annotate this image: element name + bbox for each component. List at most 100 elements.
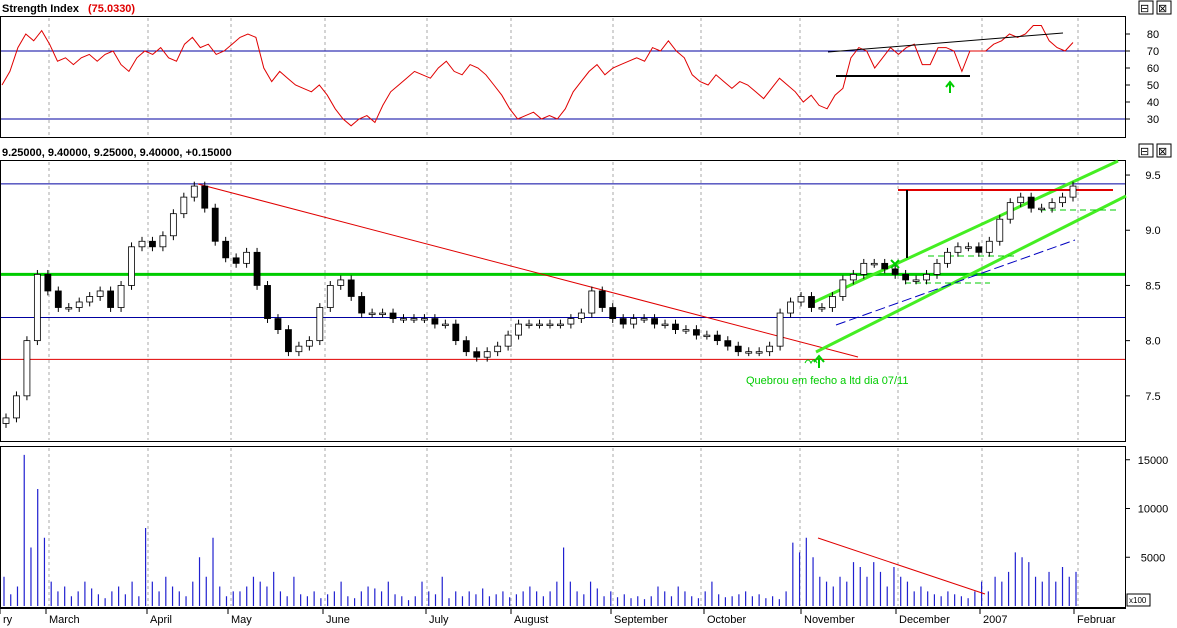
candle-body (285, 329, 292, 353)
rsi-line (1, 25, 1074, 127)
candle-body (431, 318, 439, 325)
candle-body (379, 312, 386, 315)
candle-body (86, 296, 94, 303)
candle-body (975, 246, 983, 253)
candle-body (588, 290, 596, 314)
candle-body (211, 207, 219, 242)
candle-body (661, 323, 669, 326)
candle-body (96, 290, 104, 297)
price-tick-label: 7.5 (1145, 391, 1160, 403)
x-tick-label: September (614, 614, 668, 626)
candle-body (1006, 202, 1014, 220)
candle-body (305, 340, 313, 347)
rsi-tick-label: 30 (1147, 114, 1159, 126)
candle-body (881, 262, 889, 270)
candle-body (745, 351, 753, 354)
x-tick-label: August (514, 614, 548, 626)
rsi-tick-label: 60 (1147, 63, 1159, 75)
rsi-annotations (827, 32, 1064, 93)
candle-body (755, 351, 763, 354)
candle-body (44, 273, 52, 292)
price-panel: Quebrou em fecho a ltd dia 07/11 7.5 8.0 8… (0, 147, 1161, 442)
rsi-tick-label: 70 (1147, 46, 1159, 58)
price-tick-label: 9.5 (1145, 170, 1160, 182)
candle-body (1027, 196, 1035, 209)
rsi-close-button[interactable] (1156, 0, 1172, 15)
candle-body (546, 323, 554, 326)
x-tick-label: November (804, 614, 855, 626)
candle-body (567, 318, 575, 325)
candle-body (525, 323, 533, 326)
candle-body (452, 323, 460, 342)
rsi-controls: ⊟ ⊠ (1138, 0, 1172, 15)
rsi-levels (1, 50, 1125, 120)
candle-body (13, 395, 20, 419)
signal-mark-icon (804, 359, 818, 365)
candle-body (347, 279, 355, 297)
candle-body (964, 246, 972, 249)
candle-body (169, 213, 177, 237)
price-minimize-button[interactable] (1138, 143, 1154, 158)
candle-body (619, 318, 627, 325)
candle-body (902, 273, 910, 281)
candle-body (473, 351, 481, 358)
candle-body (75, 301, 83, 308)
candle-body (766, 345, 774, 353)
price-tick-label: 9.0 (1145, 225, 1160, 237)
volume-unit: x100 (1129, 596, 1147, 605)
rsi-arrow-up-icon (945, 80, 955, 93)
candle-body (557, 323, 564, 326)
candle-body (776, 312, 784, 347)
candle-body (912, 279, 920, 282)
candle-body (159, 235, 167, 248)
candle-body (713, 334, 721, 342)
candle-body (54, 290, 62, 308)
x-tick-label: July (429, 614, 449, 626)
x-tick-label: ry (3, 614, 13, 626)
price-trendlines (197, 159, 1127, 358)
candle-body (1069, 185, 1077, 198)
x-tick-label: October (707, 614, 746, 626)
candle-body (441, 323, 449, 326)
x-tick-label: December (899, 614, 950, 626)
x-tick-label: Februar (1077, 614, 1116, 626)
x-tick-label: April (150, 614, 172, 626)
candle-body (985, 240, 993, 253)
rsi-value: (75.0330) (88, 3, 135, 15)
candle-body (672, 323, 679, 330)
candle-body (870, 262, 878, 266)
volume-axis: 5000 10000 15000 (1126, 455, 1168, 564)
price-title: 9.25000, 9.40000, 9.25000, 9.40000, +0.1… (2, 147, 232, 159)
candle-body (243, 251, 250, 264)
rsi-upper-trendline (827, 32, 1064, 53)
candle-body (326, 285, 334, 308)
candle-body (849, 273, 857, 281)
rsi-minimize-button[interactable] (1138, 0, 1154, 15)
candle-body (504, 334, 512, 347)
price-close-button[interactable] (1156, 143, 1172, 158)
candle-body (65, 307, 73, 310)
candle-body (295, 345, 303, 353)
candle-body (891, 268, 899, 275)
rsi-close-icon: ⊠ (1158, 3, 1167, 15)
rsi-tick-label: 40 (1147, 97, 1159, 109)
candle-body (1059, 196, 1066, 204)
downtrend-line (197, 183, 859, 358)
candle-body (1038, 207, 1046, 211)
candle-body (389, 312, 397, 319)
rsi-tick-label: 80 (1147, 29, 1159, 41)
candle-body (839, 279, 847, 297)
candle-body (201, 185, 209, 209)
candle-body (808, 296, 815, 308)
candle-body (630, 318, 638, 325)
candle-body (274, 318, 282, 330)
volume-unit-box (1126, 593, 1151, 607)
price-axis: 7.5 8.0 8.5 9.0 9.5 (1126, 170, 1161, 403)
breakout-arrow-up-icon (813, 354, 825, 368)
candle-body (724, 340, 732, 347)
candle-body (253, 251, 261, 286)
candle-body (933, 262, 941, 275)
candle-body (264, 285, 271, 319)
candle-body (316, 307, 324, 342)
